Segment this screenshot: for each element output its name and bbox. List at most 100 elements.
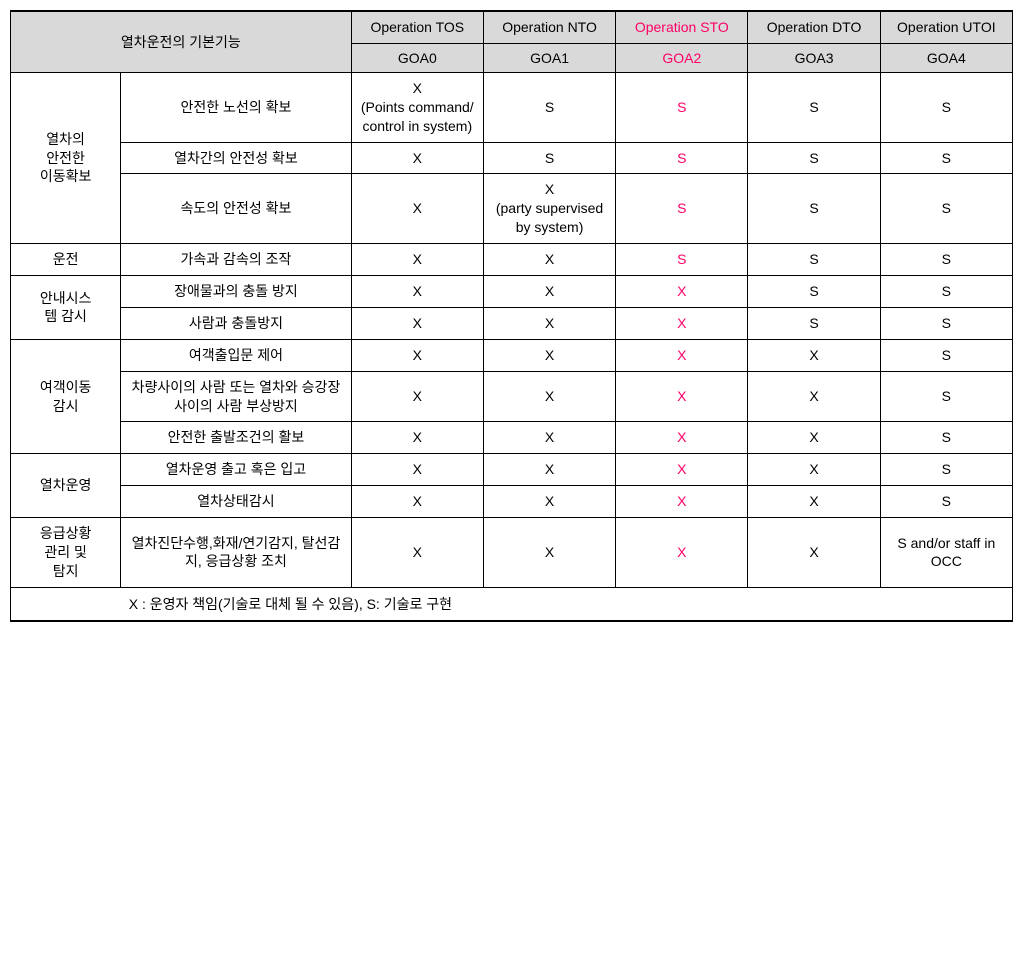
value-cell: S <box>616 244 748 276</box>
category-cell: 운전 <box>11 244 121 276</box>
value-cell: X <box>616 276 748 308</box>
subcategory-cell: 속도의 안전성 확보 <box>121 174 351 244</box>
value-cell: S <box>880 174 1012 244</box>
subcategory-cell: 열차간의 안전성 확보 <box>121 142 351 174</box>
value-cell: S <box>880 142 1012 174</box>
value-cell: S <box>880 339 1012 371</box>
value-cell: X <box>616 371 748 422</box>
subcategory-cell: 가속과 감속의 조작 <box>121 244 351 276</box>
legend-row: X : 운영자 책임(기술로 대체 될 수 있음), S: 기술로 구현 <box>11 587 1013 621</box>
header-col-3-goa: GOA3 <box>748 43 880 72</box>
value-cell: S <box>748 174 880 244</box>
value-cell: S <box>880 422 1012 454</box>
header-col-4-op: Operation UTOI <box>880 11 1012 43</box>
header-col-0-goa: GOA0 <box>351 43 483 72</box>
value-cell: X <box>351 276 483 308</box>
value-cell: S <box>880 307 1012 339</box>
table-row: 응급상황관리 및탐지열차진단수행,화재/연기감지, 탈선감지, 응급상황 조치X… <box>11 518 1013 588</box>
value-cell: X <box>483 422 615 454</box>
value-cell: S <box>748 307 880 339</box>
value-cell: X <box>616 422 748 454</box>
table-row: 운전가속과 감속의 조작XXSSS <box>11 244 1013 276</box>
table-row: 속도의 안전성 확보XX(party supervised by system)… <box>11 174 1013 244</box>
table-row: 안전한 출발조건의 활보XXXXS <box>11 422 1013 454</box>
value-cell: S <box>616 174 748 244</box>
goa-table: 열차운전의 기본기능 Operation TOS Operation NTO O… <box>10 10 1013 622</box>
subcategory-cell: 사람과 충돌방지 <box>121 307 351 339</box>
subcategory-cell: 열차상태감시 <box>121 486 351 518</box>
table-row: 안내시스템 감시장애물과의 충돌 방지XXXSS <box>11 276 1013 308</box>
value-cell: X <box>616 518 748 588</box>
table-body: 열차의안전한이동확보안전한 노선의 확보X(Points command/ co… <box>11 72 1013 620</box>
value-cell: S <box>880 486 1012 518</box>
value-cell: X <box>748 454 880 486</box>
value-cell: X <box>483 486 615 518</box>
value-cell: X <box>351 339 483 371</box>
table-row: 열차의안전한이동확보안전한 노선의 확보X(Points command/ co… <box>11 72 1013 142</box>
value-cell: S <box>880 454 1012 486</box>
value-cell: X <box>351 174 483 244</box>
value-cell: S <box>880 72 1012 142</box>
value-cell: X <box>748 371 880 422</box>
value-cell: S <box>748 244 880 276</box>
value-cell: X <box>483 339 615 371</box>
value-cell: X(party supervised by system) <box>483 174 615 244</box>
value-cell: X <box>616 454 748 486</box>
value-cell: X <box>616 339 748 371</box>
value-cell: S <box>880 371 1012 422</box>
subcategory-cell: 여객출입문 제어 <box>121 339 351 371</box>
value-cell: X <box>351 244 483 276</box>
subcategory-cell: 차량사이의 사람 또는 열차와 승강장사이의 사람 부상방지 <box>121 371 351 422</box>
subcategory-cell: 열차진단수행,화재/연기감지, 탈선감지, 응급상황 조치 <box>121 518 351 588</box>
value-cell: X <box>483 276 615 308</box>
header-col-0-op: Operation TOS <box>351 11 483 43</box>
table-row: 열차상태감시XXXXS <box>11 486 1013 518</box>
table-row: 여객이동감시여객출입문 제어XXXXS <box>11 339 1013 371</box>
subcategory-cell: 안전한 노선의 확보 <box>121 72 351 142</box>
header-col-2-op: Operation STO <box>616 11 748 43</box>
category-cell: 열차운영 <box>11 454 121 518</box>
value-cell: S <box>880 244 1012 276</box>
subcategory-cell: 안전한 출발조건의 활보 <box>121 422 351 454</box>
value-cell: X <box>748 518 880 588</box>
table-row: 차량사이의 사람 또는 열차와 승강장사이의 사람 부상방지XXXXS <box>11 371 1013 422</box>
value-cell: X <box>483 454 615 486</box>
value-cell: S <box>483 72 615 142</box>
table-row: 열차운영열차운영 출고 혹은 입고XXXXS <box>11 454 1013 486</box>
value-cell: X <box>748 486 880 518</box>
value-cell: X <box>616 307 748 339</box>
table-row: 열차간의 안전성 확보XSSSS <box>11 142 1013 174</box>
value-cell: S and/or staff in OCC <box>880 518 1012 588</box>
header-col-2-goa: GOA2 <box>616 43 748 72</box>
value-cell: X <box>616 486 748 518</box>
value-cell: X <box>748 422 880 454</box>
value-cell: X <box>483 518 615 588</box>
value-cell: S <box>748 142 880 174</box>
header-col-1-goa: GOA1 <box>483 43 615 72</box>
value-cell: X <box>351 142 483 174</box>
value-cell: S <box>880 276 1012 308</box>
legend-empty-cell <box>11 587 121 621</box>
value-cell: S <box>483 142 615 174</box>
header-main-label: 열차운전의 기본기능 <box>11 11 352 72</box>
value-cell: X <box>351 422 483 454</box>
value-cell: X <box>483 244 615 276</box>
value-cell: S <box>748 276 880 308</box>
subcategory-cell: 열차운영 출고 혹은 입고 <box>121 454 351 486</box>
value-cell: X <box>351 518 483 588</box>
category-cell: 열차의안전한이동확보 <box>11 72 121 243</box>
value-cell: X <box>351 454 483 486</box>
value-cell: S <box>748 72 880 142</box>
subcategory-cell: 장애물과의 충돌 방지 <box>121 276 351 308</box>
value-cell: X <box>483 371 615 422</box>
value-cell: X <box>351 486 483 518</box>
category-cell: 여객이동감시 <box>11 339 121 454</box>
header-col-3-op: Operation DTO <box>748 11 880 43</box>
value-cell: X <box>483 307 615 339</box>
header-col-1-op: Operation NTO <box>483 11 615 43</box>
category-cell: 응급상황관리 및탐지 <box>11 518 121 588</box>
value-cell: X(Points command/ control in system) <box>351 72 483 142</box>
category-cell: 안내시스템 감시 <box>11 276 121 340</box>
value-cell: S <box>616 142 748 174</box>
table-row: 사람과 충돌방지XXXSS <box>11 307 1013 339</box>
